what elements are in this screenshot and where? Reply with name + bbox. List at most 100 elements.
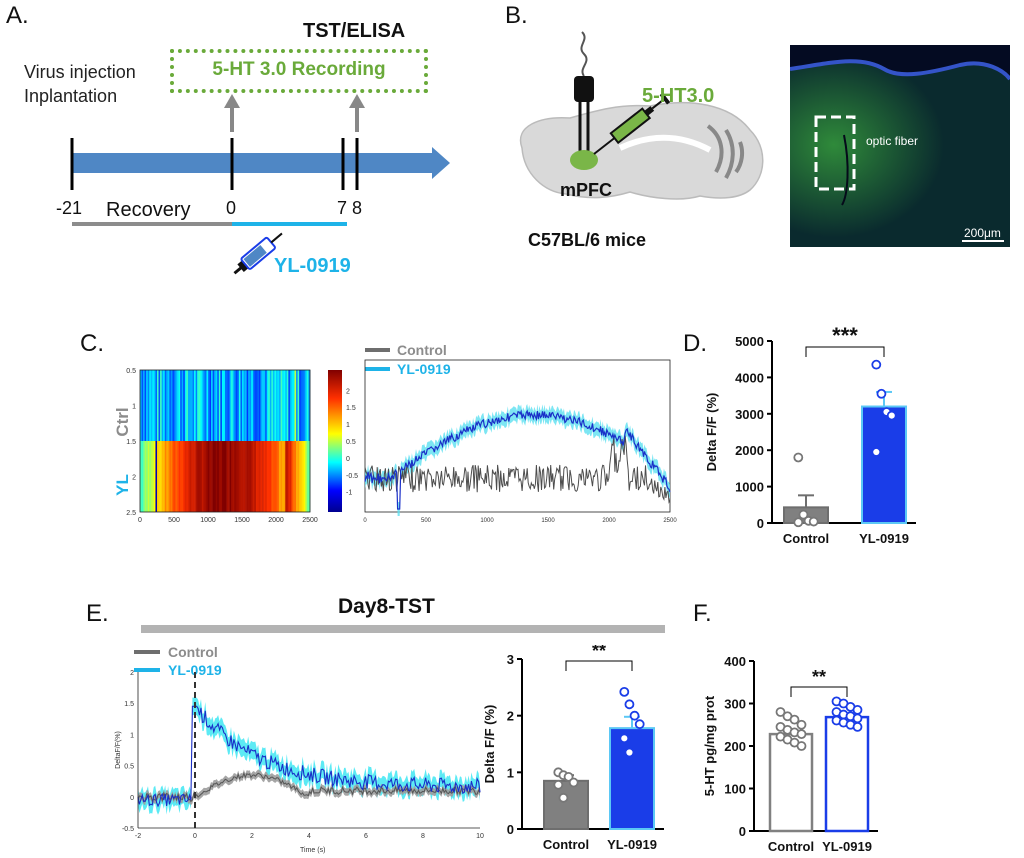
data-point bbox=[798, 509, 809, 520]
heatmap-ctrl-cell bbox=[187, 370, 190, 441]
heatmap-yl-cell bbox=[303, 441, 306, 512]
heatmap-yl-cell bbox=[257, 441, 260, 512]
heatmap-ctrl-cell bbox=[266, 370, 269, 441]
scale-bar-label: 200μm bbox=[964, 226, 1001, 240]
brain-slice-image: optic fiber 200μm bbox=[790, 45, 1010, 247]
significance-bracket bbox=[565, 660, 633, 671]
trace-c-xtick: 2500 bbox=[663, 518, 677, 524]
heatmap-ctrl-cell bbox=[243, 370, 246, 441]
heatmap-yl-cell bbox=[283, 441, 286, 512]
trace-e-xtick: 6 bbox=[364, 833, 368, 840]
heatmap-yl-cell bbox=[248, 441, 251, 512]
trace-e-ytick: 1.5 bbox=[124, 701, 134, 708]
heatmap-yl-cell bbox=[204, 441, 207, 512]
heatmap-ctrl-cell bbox=[265, 370, 268, 441]
heatmap-yl-cell bbox=[215, 441, 218, 512]
heatmap-ctrl-cell bbox=[157, 370, 159, 441]
heatmap-yl-cell bbox=[220, 441, 223, 512]
heatmap-ctrl-cell bbox=[178, 370, 181, 441]
colorbar-tick: 0 bbox=[346, 456, 350, 463]
heatmap-ctrl-cell bbox=[183, 370, 186, 441]
heatmap-yl-cell bbox=[208, 441, 210, 512]
day8-tst-bar bbox=[141, 625, 665, 633]
y-tick-label: 400 bbox=[724, 654, 746, 669]
heatmap-yl-cell bbox=[293, 441, 295, 512]
heatmap-yl-cell bbox=[198, 441, 201, 512]
heatmap-yl-cell bbox=[217, 441, 220, 512]
heatmap-yl-cell bbox=[184, 441, 187, 512]
heatmap-yl-cell bbox=[178, 441, 181, 512]
heatmap-yl-cell bbox=[288, 441, 291, 512]
data-point bbox=[629, 710, 640, 721]
recovery-label: Recovery bbox=[106, 199, 190, 221]
heatmap-yl-cell bbox=[279, 441, 281, 512]
heatmap-ctrl-cell bbox=[255, 370, 258, 441]
panel-b-letter: B. bbox=[505, 2, 528, 29]
virus-injection-label: Virus injection bbox=[24, 62, 136, 82]
heatmap-xtick: 1000 bbox=[200, 517, 216, 524]
trace-chart-e: Control YL-0919 2 1.5 1 0.5 0 -0.5-2 0 2 4 6 8 10 T… bbox=[115, 644, 484, 854]
heatmap-ctrl-cell bbox=[279, 370, 281, 441]
heatmap-ctrl-cell bbox=[163, 370, 166, 441]
heatmap-yl-cell bbox=[251, 441, 254, 512]
significance-stars: ** bbox=[812, 667, 826, 687]
heatmap-yl-cell bbox=[160, 441, 162, 512]
heatmap-yl-cell bbox=[300, 441, 303, 512]
heatmap-ctrl-cell bbox=[271, 370, 274, 441]
heatmap-yl-cell bbox=[167, 441, 170, 512]
heatmap-ytick: 2 bbox=[132, 475, 136, 482]
heatmap-yl-cell bbox=[161, 441, 164, 512]
heatmap-yl-cell bbox=[152, 441, 155, 512]
heatmap-yl-cell bbox=[181, 441, 184, 512]
heatmap-yl-cell bbox=[297, 441, 300, 512]
heatmap-ctrl-cell bbox=[192, 370, 195, 441]
y-tick-label: 3000 bbox=[735, 407, 764, 422]
heatmap-ctrl-cell bbox=[141, 370, 144, 441]
yl-trace-sem-band bbox=[365, 404, 670, 516]
y-tick-label: 1000 bbox=[735, 480, 764, 495]
heatmap-ctrl-cell bbox=[170, 370, 173, 441]
heatmap-ctrl-cell bbox=[235, 370, 238, 441]
heatmap-yl-cell bbox=[226, 441, 229, 512]
trace-e-ytick: 0 bbox=[130, 795, 134, 802]
heatmap-ctrl-cell bbox=[303, 370, 306, 441]
trace-c-xtick: 1000 bbox=[480, 518, 494, 524]
bar-chart-f: 0 100 200 300 400 5-HT pg/mg prot Control YL-09… bbox=[702, 654, 878, 854]
heatmap-ctrl-cell bbox=[221, 370, 224, 441]
heatmap-cells bbox=[140, 370, 311, 512]
heatmap-ctrl-cell bbox=[242, 370, 244, 441]
heatmap-ctrl-cell bbox=[225, 370, 227, 441]
heatmap-yl-cell bbox=[229, 441, 232, 512]
heatmap-xtick: 2000 bbox=[268, 517, 284, 524]
heatmap-yl-cell bbox=[252, 441, 255, 512]
bar-yl0919 bbox=[609, 727, 655, 830]
data-point bbox=[852, 721, 863, 732]
tick-label-8: 8 bbox=[352, 198, 362, 218]
heatmap-ctrl-cell bbox=[147, 370, 150, 441]
x-category-label: YL-0919 bbox=[607, 837, 657, 852]
x-category-label: YL-0919 bbox=[822, 839, 872, 854]
heatmap-ctrl-cell bbox=[214, 370, 217, 441]
heatmap-yl-cell bbox=[211, 441, 213, 512]
heatmap-ctrl-cell bbox=[195, 370, 198, 441]
data-point bbox=[619, 686, 630, 697]
optic-fiber-label: optic fiber bbox=[866, 134, 918, 148]
data-point bbox=[624, 699, 635, 710]
heatmap-ctrl-cell bbox=[191, 370, 193, 441]
y-tick-label: 100 bbox=[724, 782, 746, 797]
heatmap-ctrl-cell bbox=[246, 370, 249, 441]
heatmap-yl-cell bbox=[263, 441, 266, 512]
heatmap-yl-cell bbox=[144, 441, 147, 512]
data-point bbox=[852, 704, 863, 715]
data-point bbox=[871, 359, 882, 370]
heatmap-yl-cell bbox=[243, 441, 246, 512]
heatmap-ctrl-cell bbox=[272, 370, 275, 441]
data-point bbox=[789, 714, 800, 725]
data-point bbox=[871, 447, 882, 457]
heatmap-ctrl-cell bbox=[211, 370, 213, 441]
heatmap-ctrl-cell bbox=[248, 370, 251, 441]
bar-chart-d: 0 1000 2000 3000 4000 5000 Delta F/F (%) Contro… bbox=[704, 325, 916, 546]
heatmap-ctrl-cell bbox=[259, 370, 261, 441]
heatmap-ctrl-cell bbox=[299, 370, 302, 441]
heatmap-ctrl-cell bbox=[274, 370, 277, 441]
